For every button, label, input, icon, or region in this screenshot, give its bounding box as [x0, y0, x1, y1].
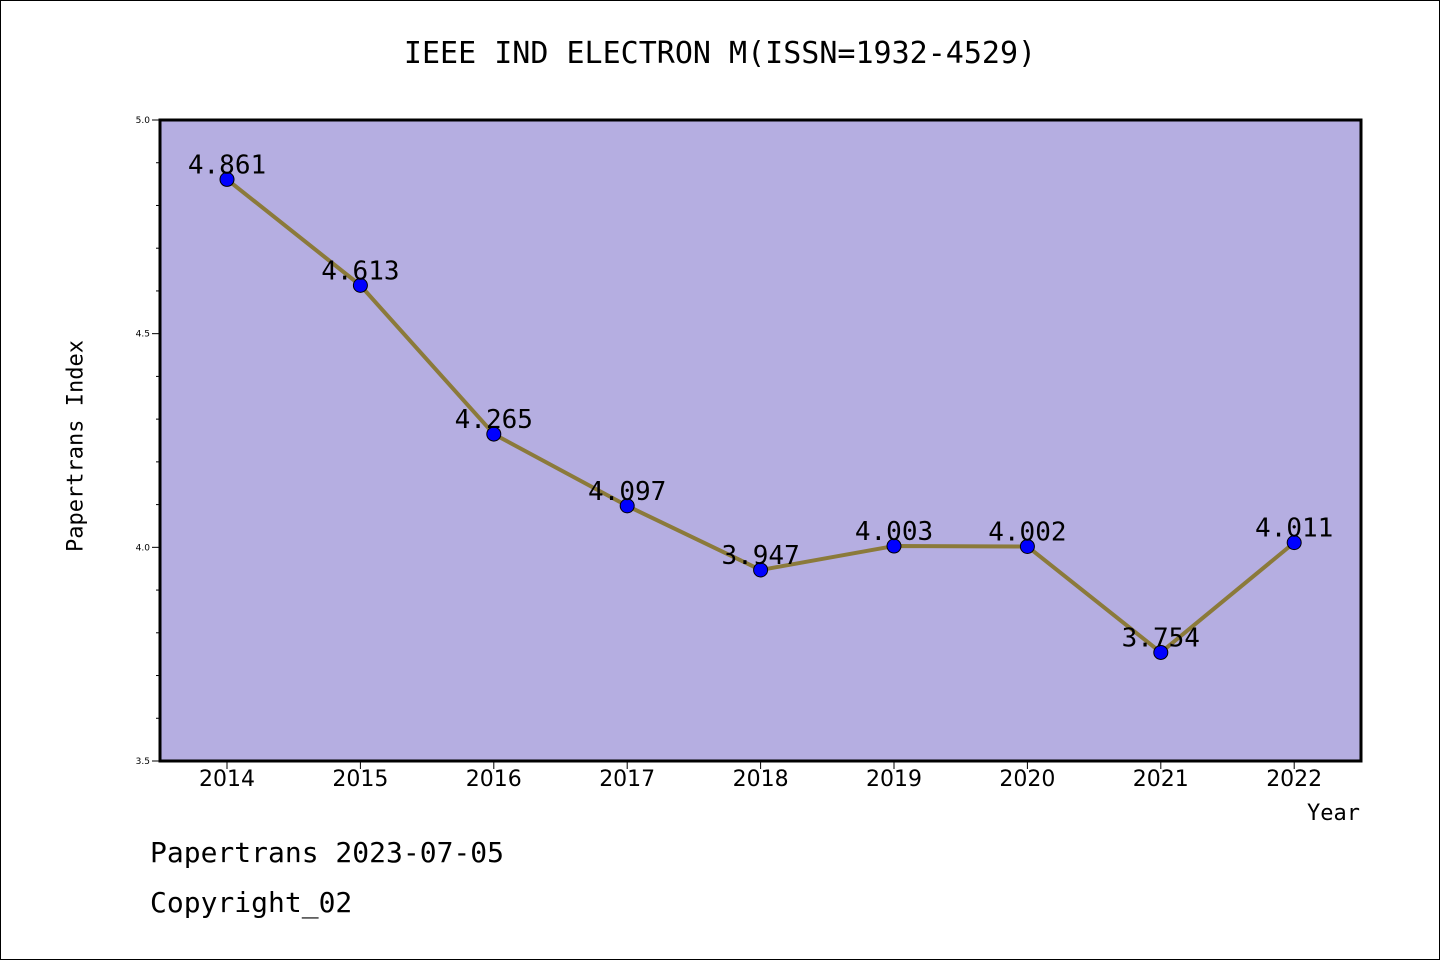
data-labels: 4.861 4.613 4.265 4.097 3.947 4.003 4.002 3.754… [188, 150, 1333, 653]
footer-copyright: Copyright_02 [150, 886, 353, 919]
data-label: 4.011 [1255, 514, 1333, 544]
y-axis: 3.5 4.0 4.5 5.0 [136, 116, 160, 767]
data-point [352, 277, 368, 293]
footer-date: Papertrans 2023-07-05 [150, 836, 505, 869]
data-point [1286, 535, 1302, 551]
y-tick-label: 4.0 [136, 543, 151, 553]
x-axis: 2014 2015 2016 2017 2018 2019 2020 2021 2022 [199, 761, 1322, 792]
x-tick-label: 2017 [599, 767, 655, 792]
data-label: 3.947 [721, 541, 799, 571]
data-label: 4.613 [321, 256, 399, 286]
y-tick-label: 3.5 [136, 757, 150, 767]
data-markers [219, 171, 1302, 660]
x-tick-label: 2014 [199, 767, 255, 792]
data-label: 4.265 [455, 405, 533, 435]
data-point [1153, 644, 1169, 660]
x-tick-label: 2015 [332, 767, 388, 792]
y-tick-label: 5.0 [136, 116, 151, 126]
data-label: 4.003 [855, 517, 933, 547]
x-tick-label: 2016 [466, 767, 522, 792]
data-point [1019, 538, 1035, 554]
x-tick-label: 2019 [866, 767, 922, 792]
data-label: 3.754 [1122, 623, 1200, 653]
data-point [619, 498, 635, 514]
data-point [753, 562, 769, 578]
data-point [486, 426, 502, 442]
data-label: 4.861 [188, 150, 266, 180]
data-point [886, 538, 902, 554]
x-tick-label: 2022 [1266, 767, 1322, 792]
y-tick-label: 4.5 [136, 330, 150, 340]
chart-title: IEEE IND ELECTRON M(ISSN=1932-4529) [403, 36, 1037, 71]
x-axis-title: Year [1307, 801, 1360, 826]
data-label: 4.097 [588, 477, 666, 507]
x-tick-label: 2020 [999, 767, 1055, 792]
x-tick-label: 2021 [1133, 767, 1189, 792]
plot-area [158, 118, 1363, 763]
data-point [219, 171, 235, 187]
x-tick-label: 2018 [733, 767, 789, 792]
data-label: 4.002 [988, 517, 1066, 547]
